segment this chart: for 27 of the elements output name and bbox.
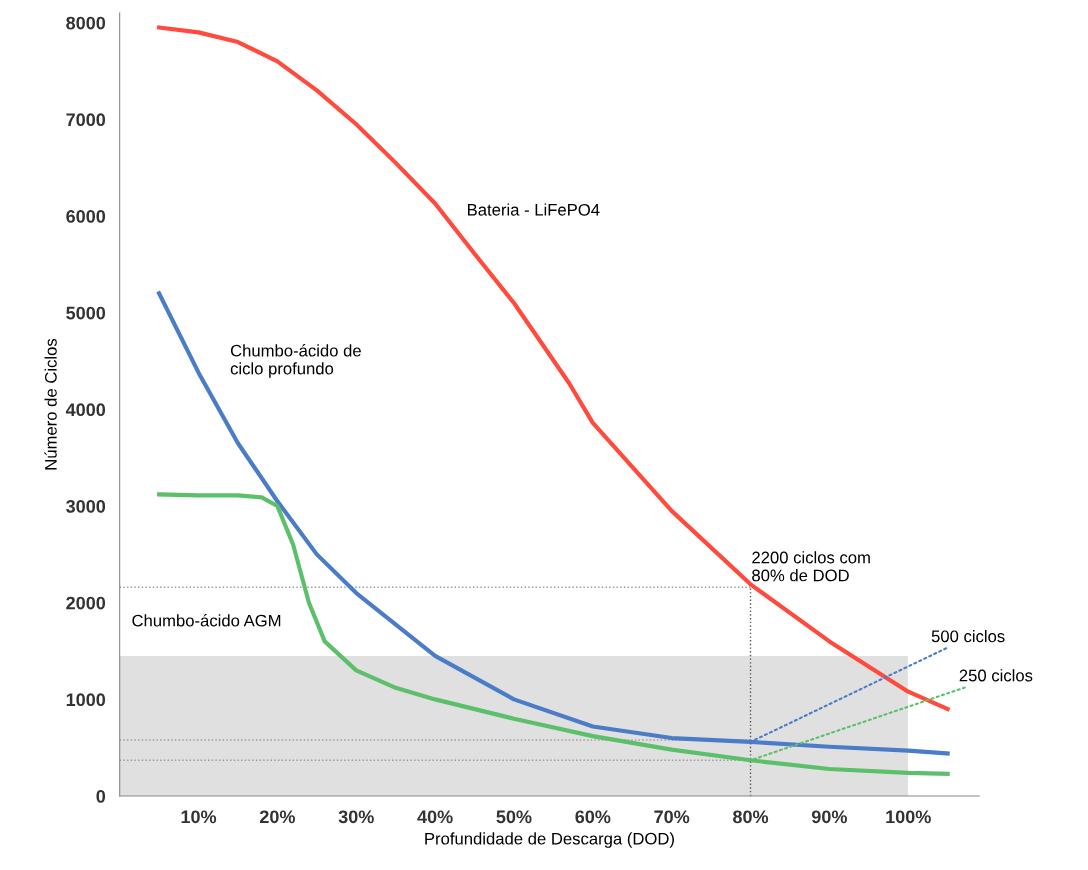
y-axis-title: Número de Ciclos bbox=[44, 338, 57, 470]
y-tick-label: 0 bbox=[96, 789, 106, 803]
x-tick-label: 30% bbox=[338, 810, 374, 824]
y-tick-label: 5000 bbox=[66, 306, 106, 320]
y-tick-label: 1000 bbox=[66, 693, 106, 707]
x-tick-label: 50% bbox=[496, 810, 532, 824]
series-label: Chumbo-ácido AGM bbox=[132, 614, 281, 627]
y-tick-label: 8000 bbox=[66, 16, 106, 30]
series-label: Bateria - LiFePO4 bbox=[468, 203, 600, 216]
y-tick-label: 2000 bbox=[66, 596, 106, 610]
x-tick-label: 90% bbox=[811, 810, 847, 824]
x-tick-label: 80% bbox=[733, 810, 769, 824]
x-tick-label: 60% bbox=[575, 810, 611, 824]
x-tick-label: 40% bbox=[417, 810, 453, 824]
y-tick-label: 4000 bbox=[65, 403, 106, 417]
series-label: Chumbo-ácido de ciclo profundo bbox=[230, 344, 361, 378]
x-tick-label: 70% bbox=[654, 810, 690, 824]
x-tick-label: 10% bbox=[181, 810, 217, 824]
annotation: 500 ciclos bbox=[931, 629, 1005, 643]
annotation: 250 ciclos bbox=[959, 669, 1033, 682]
x-tick-label: 100% bbox=[886, 810, 931, 824]
y-tick-label: 3000 bbox=[66, 499, 106, 513]
x-tick-label: 20% bbox=[259, 810, 295, 824]
y-tick-label: 6000 bbox=[66, 209, 106, 223]
x-axis-title: Profundidade de Descarga (DOD) bbox=[425, 832, 674, 848]
y-tick-label: 7000 bbox=[66, 113, 106, 127]
annotation: 2200 ciclos com 80% de DOD bbox=[752, 551, 870, 582]
